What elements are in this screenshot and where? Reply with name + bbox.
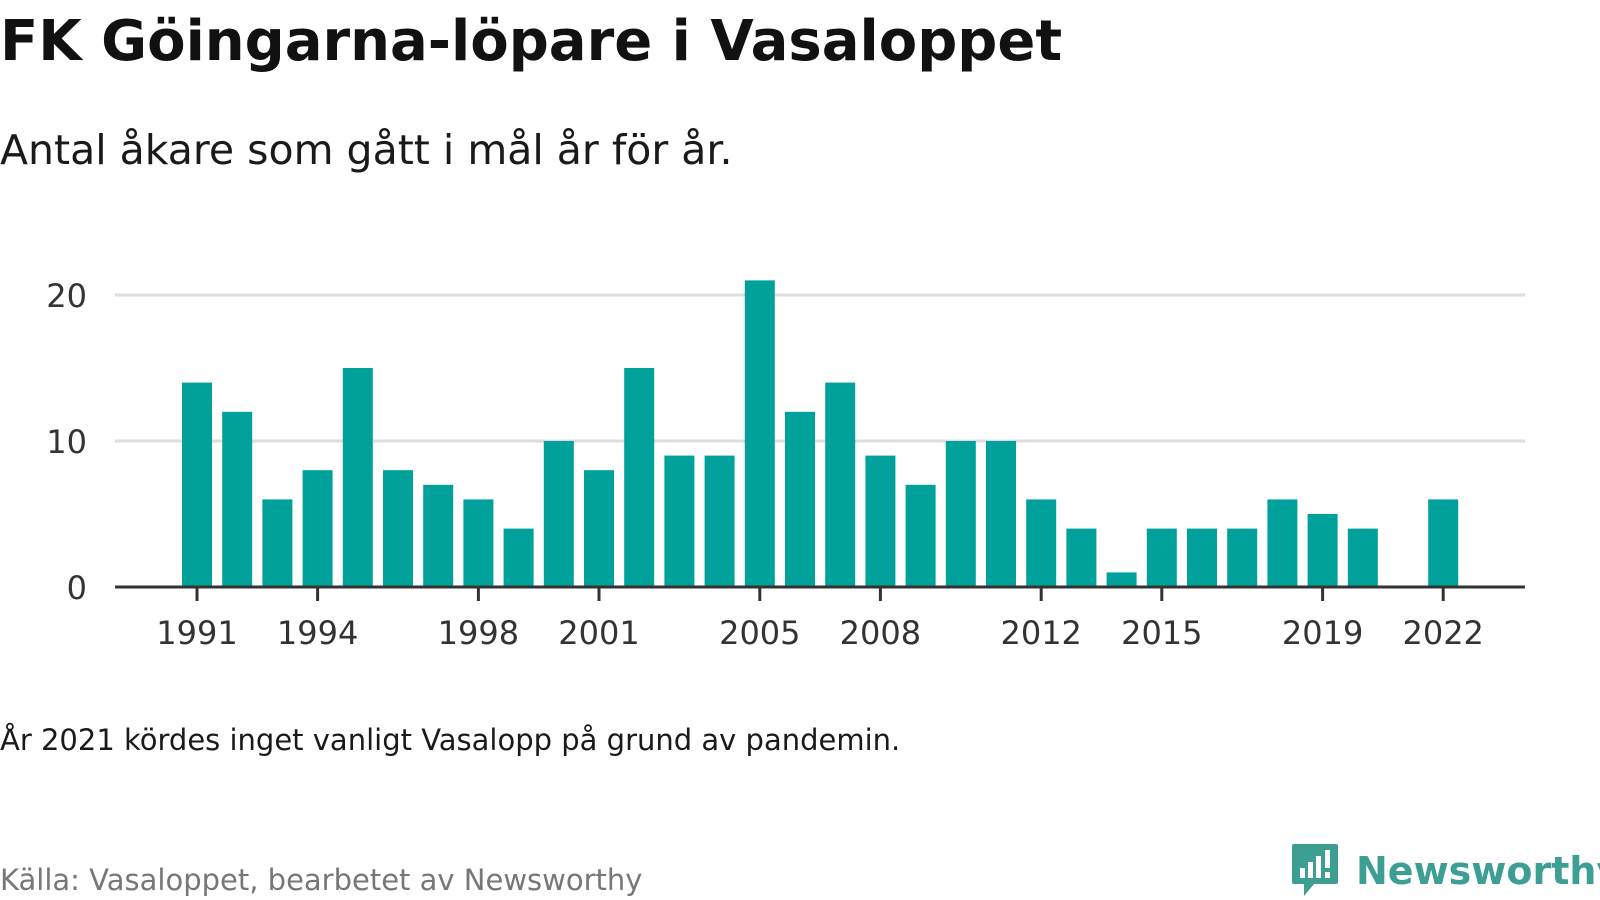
bar-2001 bbox=[584, 470, 614, 587]
bar-2011 bbox=[986, 441, 1016, 587]
bar-2006 bbox=[785, 411, 815, 587]
y-tick-label-20: 20 bbox=[46, 277, 87, 315]
bar-2019 bbox=[1307, 514, 1338, 587]
y-tick-label-10: 10 bbox=[46, 423, 87, 461]
bar-2013 bbox=[1066, 528, 1097, 587]
bar-2007 bbox=[825, 382, 856, 587]
bar-2008 bbox=[865, 455, 896, 587]
bar-2002 bbox=[624, 368, 655, 587]
bar-2015 bbox=[1146, 528, 1177, 587]
bar-1998 bbox=[463, 499, 494, 587]
bar-2020 bbox=[1347, 528, 1378, 587]
chart-title: FK Göingarna-löpare i Vasaloppet bbox=[0, 9, 1063, 74]
x-tick-label-2001: 2001 bbox=[558, 614, 639, 652]
bar-1999 bbox=[503, 528, 534, 587]
bar-1993 bbox=[262, 499, 293, 587]
brand-name: Newsworthy bbox=[1356, 849, 1600, 893]
newsworthy-brand[interactable]: Newsworthy bbox=[1290, 842, 1600, 900]
bar-2003 bbox=[664, 455, 695, 587]
bar-2017 bbox=[1227, 528, 1258, 587]
chart-subtitle: Antal åkare som gått i mål år för år. bbox=[0, 126, 733, 174]
x-tick-label-1994: 1994 bbox=[277, 614, 358, 652]
x-tick-label-1991: 1991 bbox=[156, 614, 237, 652]
source-credit: Källa: Vasaloppet, bearbetet av Newswort… bbox=[0, 863, 643, 897]
bar-1997 bbox=[423, 484, 454, 587]
bar-2018 bbox=[1267, 499, 1298, 587]
y-tick-label-0: 0 bbox=[67, 569, 87, 607]
bar-1995 bbox=[342, 368, 373, 587]
bar-2012 bbox=[1026, 499, 1057, 587]
x-tick-label-2012: 2012 bbox=[1000, 614, 1081, 652]
bar-2022 bbox=[1428, 499, 1459, 587]
x-tick-label-2019: 2019 bbox=[1282, 614, 1363, 652]
x-tick-label-2005: 2005 bbox=[719, 614, 800, 652]
bar-2016 bbox=[1187, 528, 1217, 587]
bar-1994 bbox=[302, 470, 333, 587]
bar-1992 bbox=[222, 411, 253, 587]
x-tick-label-2008: 2008 bbox=[840, 614, 921, 652]
bar-2010 bbox=[945, 441, 976, 587]
x-tick-label-2022: 2022 bbox=[1402, 614, 1483, 652]
x-tick-label-2015: 2015 bbox=[1121, 614, 1202, 652]
bar-2005 bbox=[744, 280, 775, 587]
newsworthy-logo-icon bbox=[1292, 844, 1338, 896]
bar-1996 bbox=[383, 470, 413, 587]
bar-2000 bbox=[543, 441, 574, 587]
bar-1991 bbox=[182, 382, 212, 587]
bar-2009 bbox=[905, 484, 936, 587]
bar-2004 bbox=[704, 455, 735, 587]
x-tick-label-1998: 1998 bbox=[438, 614, 519, 652]
bar-chart: 0 10 20 1991 1994 1998 2001 2005 2008 2012 2015 201… bbox=[46, 277, 1525, 652]
chart-note: År 2021 kördes inget vanligt Vasalopp på… bbox=[0, 723, 901, 757]
bar-2014 bbox=[1106, 572, 1137, 587]
